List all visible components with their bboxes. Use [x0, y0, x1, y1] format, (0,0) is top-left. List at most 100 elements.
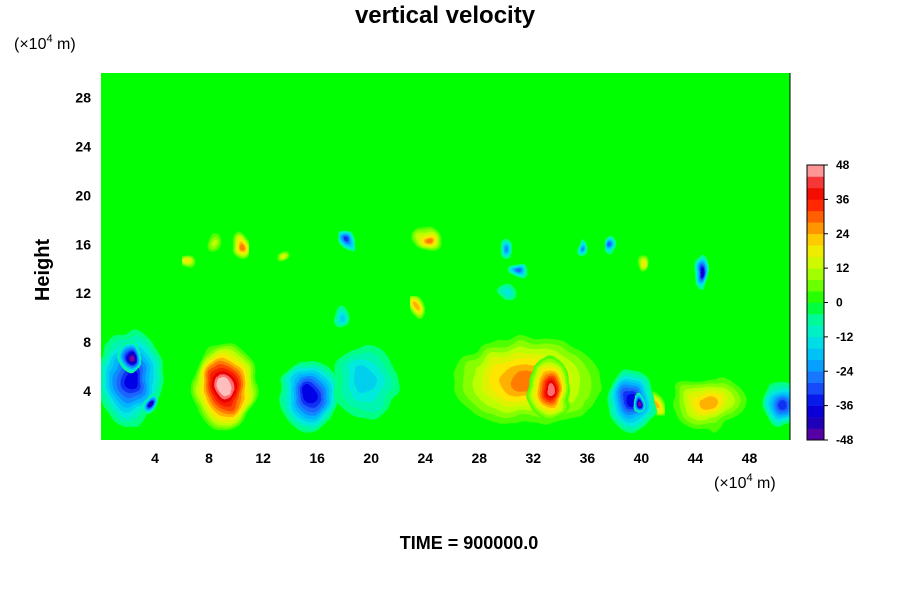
colorbar-swatch: [807, 187, 824, 200]
contour-level: [545, 382, 554, 395]
contour-level: [579, 244, 583, 249]
colorbar-swatch: [807, 279, 824, 292]
y-tick-label: 4: [83, 383, 91, 399]
x-tick-label: 48: [742, 450, 758, 466]
contour-feature: [671, 376, 747, 431]
x-axis-unit: (×104 m): [714, 472, 776, 492]
x-tick-label: 4: [151, 450, 159, 466]
colorbar-swatch: [807, 336, 824, 349]
colorbar-swatch: [807, 256, 824, 269]
colorbar-swatch: [807, 176, 824, 189]
contour-level: [502, 287, 510, 294]
contour-feature: [332, 307, 351, 328]
colorbar-label: 0: [836, 296, 843, 310]
contour-level: [776, 397, 785, 409]
contour-feature: [117, 338, 139, 371]
colorbar-swatch: [807, 313, 824, 326]
contour-features: [101, 227, 790, 433]
contour-level: [281, 254, 286, 259]
contour-level: [610, 244, 614, 250]
colorbar-swatch: [807, 268, 824, 280]
colorbar-swatch: [807, 428, 824, 441]
y-tick-labels: 4 8 12 16 20 24 28: [75, 89, 91, 399]
x-tick-label: 20: [363, 450, 379, 466]
contour-level: [504, 246, 509, 252]
contour-level: [416, 305, 421, 311]
colorbar-label: -24: [836, 364, 854, 378]
colorbar-swatch: [807, 245, 824, 257]
contour-level: [188, 261, 193, 267]
x-tick-label: 8: [205, 450, 213, 466]
y-tick-label: 20: [75, 187, 91, 203]
contour-level: [345, 237, 349, 242]
contour-feature: [280, 359, 341, 433]
colorbar-swatch: [807, 233, 824, 246]
colorbar-swatch: [807, 291, 824, 303]
y-tick-label: 28: [75, 89, 91, 105]
contour-feature: [411, 298, 426, 318]
x-tick-label: 24: [417, 450, 433, 466]
x-tick-label: 12: [255, 450, 271, 466]
contour-feature: [414, 227, 442, 252]
colorbar-swatch: [807, 210, 824, 223]
colorbar-swatch: [807, 302, 824, 315]
x-tick-label: 36: [580, 450, 596, 466]
colorbar-label: -12: [836, 330, 854, 344]
contour-feature: [510, 263, 530, 279]
contour-feature: [694, 252, 708, 290]
y-tick-label: 8: [83, 334, 91, 350]
x-tick-labels: 4 8 12 16 20 24 28 32 36 40 44 48: [151, 450, 757, 466]
contour-feature: [498, 283, 515, 299]
colorbar-swatch: [807, 394, 824, 406]
time-label: TIME = 900000.0: [400, 533, 539, 553]
contour-feature: [332, 344, 397, 418]
y-axis-unit: (×104 m): [14, 33, 76, 53]
colorbar-labels: 48 36 24 12 0 -12 -24 -36 -48: [824, 158, 854, 447]
colorbar-label: 48: [836, 158, 850, 172]
contour-level: [125, 351, 131, 358]
x-tick-label: 40: [634, 450, 650, 466]
x-tick-label: 32: [526, 450, 542, 466]
contour-level: [353, 368, 376, 394]
colorbar-swatch: [807, 417, 824, 429]
contour-feature: [527, 356, 572, 421]
contour-level: [123, 368, 138, 390]
contour-level: [303, 387, 317, 404]
y-tick-label: 12: [75, 285, 91, 301]
contour-feature: [608, 369, 655, 433]
colorbar-swatch: [807, 405, 824, 418]
contour-feature: [633, 393, 645, 414]
colorbar-swatch: [807, 359, 824, 372]
x-tick-label: 28: [471, 450, 487, 466]
contour-feature: [606, 236, 618, 257]
contour-feature: [230, 232, 247, 257]
contour-feature: [499, 239, 514, 259]
colorbar-label: 24: [836, 227, 850, 241]
colorbar-label: 36: [836, 192, 850, 206]
colorbar-swatch: [807, 371, 824, 384]
colorbar-swatch: [807, 199, 824, 212]
colorbar-label: -48: [836, 433, 854, 447]
y-axis-label: Height: [32, 239, 54, 302]
colorbar-label: -36: [836, 399, 854, 413]
contour-feature: [144, 393, 161, 418]
contour-feature: [340, 229, 354, 250]
colorbar-swatch: [807, 382, 824, 395]
contour-level: [637, 401, 641, 406]
contour-level: [219, 378, 232, 396]
plot-area: [101, 73, 791, 440]
y-tick-label: 16: [75, 236, 91, 252]
colorbar-swatch: [807, 165, 824, 177]
contour-level: [338, 314, 345, 321]
contour-feature: [192, 343, 258, 432]
contour-feature: [638, 255, 650, 273]
contour-feature: [575, 238, 587, 256]
y-tick-label: 24: [75, 138, 91, 154]
contour-level: [699, 267, 703, 275]
colorbar-swatch: [807, 348, 824, 361]
contour-feature: [205, 232, 222, 252]
contour-level: [517, 269, 523, 273]
chart-title: vertical velocity: [355, 2, 536, 29]
contour-level: [150, 403, 154, 409]
colorbar-swatch: [807, 325, 824, 338]
